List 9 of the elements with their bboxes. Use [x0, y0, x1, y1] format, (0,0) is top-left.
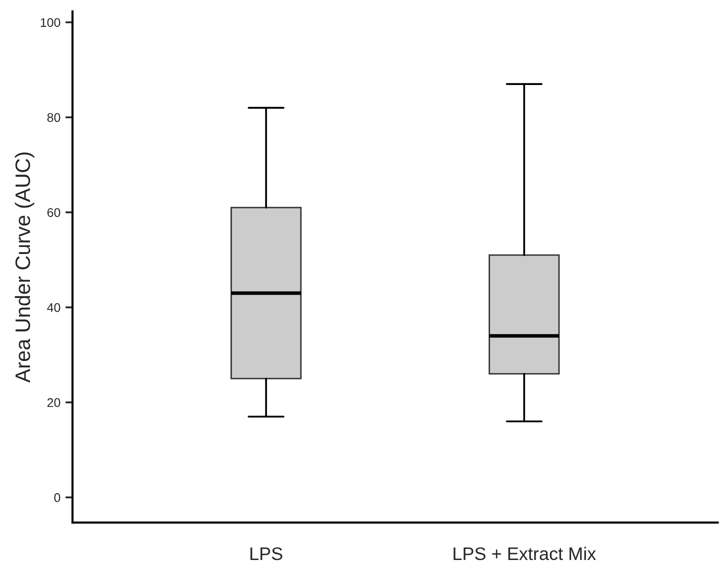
y-tick-label: 60 — [47, 208, 60, 217]
x-tick-label: LPS — [250, 547, 282, 560]
y-tick-label: 20 — [47, 398, 60, 408]
y-tick-label: 80 — [47, 113, 60, 122]
y-tick-label: 100 — [40, 18, 60, 27]
y-tick-label: 0 — [54, 493, 60, 502]
y-axis-title: Area Under Curve (AUC) — [14, 152, 34, 383]
y-tick-label: 40 — [47, 303, 60, 312]
x-tick-label: LPS + Extract Mix — [454, 546, 596, 560]
